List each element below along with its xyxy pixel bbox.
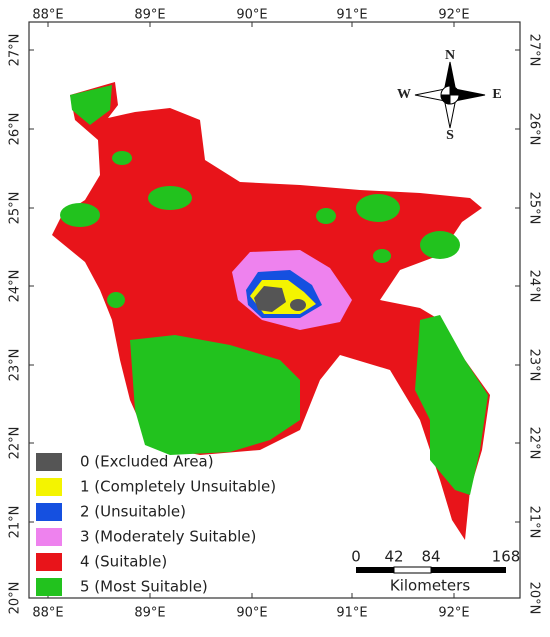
y-label-right: 24°N: [527, 270, 542, 303]
scale-label: 0: [351, 548, 361, 566]
zone-excluded: [290, 299, 306, 311]
zone-most-suitable: [420, 231, 460, 259]
scale-bar: 0 42 84 168 Kilometers: [351, 548, 520, 595]
scale-label: 84: [421, 548, 440, 566]
x-label-top: 89°E: [134, 8, 165, 23]
legend-swatch: [36, 503, 62, 521]
zone-most-suitable: [130, 335, 300, 455]
y-label-left: 26°N: [8, 113, 23, 146]
x-label-bottom: 92°E: [438, 606, 469, 621]
x-label-top: 90°E: [236, 8, 267, 23]
compass-south: S: [446, 128, 454, 143]
compass-west: W: [397, 87, 411, 102]
legend-swatch: [36, 528, 62, 546]
legend: 0 (Excluded Area) 1 (Completely Unsuitabl…: [36, 453, 276, 596]
y-label-left: 24°N: [8, 270, 23, 303]
zone-most-suitable: [373, 249, 391, 263]
legend-swatch: [36, 578, 62, 596]
legend-label: 5 (Most Suitable): [80, 578, 208, 596]
x-label-bottom: 90°E: [236, 606, 267, 621]
x-label-bottom: 91°E: [336, 606, 367, 621]
y-label-left: 21°N: [8, 506, 23, 539]
legend-label: 4 (Suitable): [80, 553, 167, 571]
suitability-map: [52, 82, 490, 540]
zone-most-suitable: [316, 208, 336, 224]
zone-most-suitable: [70, 85, 112, 125]
y-label-left: 20°N: [8, 582, 23, 615]
y-label-right: 21°N: [527, 506, 542, 539]
legend-swatch: [36, 453, 62, 471]
legend-label: 0 (Excluded Area): [80, 453, 214, 471]
y-label-right: 25°N: [527, 192, 542, 225]
y-label-left: 25°N: [8, 192, 23, 225]
legend-swatch: [36, 553, 62, 571]
y-label-left: 22°N: [8, 427, 23, 460]
scale-unit: Kilometers: [390, 577, 470, 595]
legend-swatch: [36, 478, 62, 496]
x-label-bottom: 88°E: [32, 606, 63, 621]
zone-most-suitable: [60, 203, 100, 227]
y-label-right: 26°N: [527, 113, 542, 146]
zone-most-suitable: [107, 292, 125, 308]
y-label-left: 27°N: [8, 34, 23, 67]
legend-label: 3 (Moderately Suitable): [80, 528, 256, 546]
scale-label: 42: [384, 548, 403, 566]
x-label-bottom: 89°E: [134, 606, 165, 621]
zone-most-suitable: [415, 315, 488, 495]
y-label-right: 27°N: [527, 34, 542, 67]
y-label-right: 20°N: [527, 582, 542, 615]
zone-most-suitable: [356, 194, 400, 222]
legend-label: 1 (Completely Unsuitable): [80, 478, 276, 496]
zone-excluded: [254, 286, 286, 312]
zone-most-suitable: [112, 151, 132, 165]
x-label-top: 88°E: [32, 8, 63, 23]
y-label-left: 23°N: [8, 349, 23, 382]
compass-east: E: [492, 87, 501, 102]
x-label-top: 91°E: [336, 8, 367, 23]
scale-label: 168: [492, 548, 521, 566]
y-label-right: 23°N: [527, 349, 542, 382]
zone-most-suitable: [148, 186, 192, 210]
legend-label: 2 (Unsuitable): [80, 503, 186, 521]
compass: [414, 61, 486, 129]
y-label-right: 22°N: [527, 427, 542, 460]
graticule-ticks: [29, 22, 520, 599]
x-label-top: 92°E: [438, 8, 469, 23]
compass-north: N: [445, 48, 455, 63]
